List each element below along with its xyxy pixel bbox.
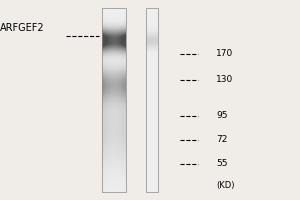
Text: 170: 170 <box>216 49 233 58</box>
Text: 55: 55 <box>216 160 227 168</box>
Text: (KD): (KD) <box>216 181 235 190</box>
Text: ARFGEF2: ARFGEF2 <box>0 23 45 33</box>
Text: 130: 130 <box>216 75 233 84</box>
Text: 95: 95 <box>216 112 227 120</box>
Text: 72: 72 <box>216 136 227 144</box>
